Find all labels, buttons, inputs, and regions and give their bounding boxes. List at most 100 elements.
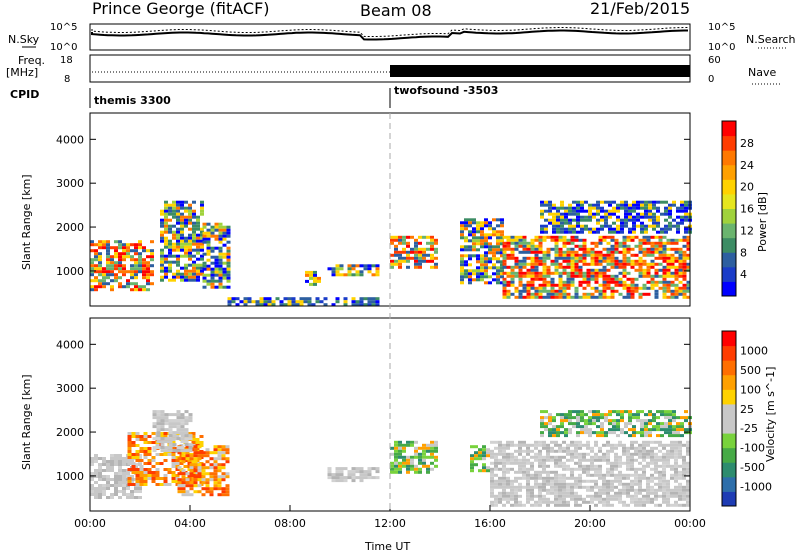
velocity-region-6-cell [486,454,490,458]
power-region-8-cell [518,283,523,287]
velocity-region-2-cell [205,460,210,464]
power-region-8-cell [674,295,679,299]
velocity-region-6-cell [474,451,478,455]
velocity-region-0-cell [106,496,110,499]
velocity-region-7-cell [574,452,578,456]
power-region-5-cell [335,273,340,277]
power-region-8-cell [646,250,651,254]
power-region-9-cell [612,230,616,234]
power-region-8-cell [594,268,599,272]
velocity-region-7-cell [526,488,530,492]
power-region-0-cell [142,276,146,280]
power-region-7-cell [484,269,488,273]
power-region-8-cell [530,259,535,263]
velocity-region-8-cell [592,422,596,426]
power-region-8-cell [650,277,655,281]
power-region-9-cell [568,212,572,216]
velocity-region-7-cell [650,473,654,477]
velocity-region-7-cell [554,500,558,504]
power-region-8-cell [586,280,591,284]
power-region-8-cell [662,247,667,251]
power-region-9-cell [564,218,568,222]
velocity-ylabel: Slant Range [km] [20,374,33,470]
velocity-region-7-cell [518,485,522,489]
velocity-region-7-cell [638,485,642,489]
power-region-0-cell [94,243,98,247]
power-region-2-cell [214,225,219,229]
velocity-region-7-cell [490,473,494,477]
velocity-region-7-cell [574,494,578,498]
power-region-9-cell [620,203,624,207]
velocity-region-7-cell [642,446,646,450]
velocity-region-7-cell [662,494,666,498]
power-region-8-cell [558,295,563,299]
velocity-region-8-cell [612,422,616,426]
power-region-3-cell [267,297,272,301]
power-region-8-cell [630,265,635,269]
velocity-region-8-cell [584,425,588,429]
power-region-7-cell [500,218,504,222]
velocity-colorbar-tick-0: 1000 [740,344,768,357]
power-region-6-cell [418,256,422,260]
power-region-8-cell [662,250,667,254]
velocity-region-7-cell [666,500,670,504]
cpid-segment-1: themis 3300 [94,94,171,107]
power-region-8-cell [502,262,507,266]
power-region-7-cell [460,272,464,276]
velocity-region-2-cell [225,460,230,464]
velocity-region-1-cell [147,441,152,444]
power-region-1-cell [176,275,180,279]
velocity-region-8-cell [616,410,620,414]
power-region-9-cell [556,230,560,234]
power-region-9-cell [612,209,616,213]
velocity-region-5-cell [406,440,410,444]
power-region-2-cell [206,234,211,238]
velocity-region-7-cell [570,488,574,492]
velocity-region-7-cell [682,494,686,498]
velocity-region-7-cell [642,458,646,462]
velocity-region-7-cell [542,479,546,483]
power-region-0-cell [142,249,146,253]
power-region-9-cell [656,215,660,219]
velocity-region-1-cell [135,435,140,438]
velocity-region-0-cell [98,469,102,472]
velocity-region-8-cell [636,410,640,414]
power-region-8-cell [642,235,647,239]
velocity-region-7-cell [634,503,638,507]
power-region-8-cell [546,268,551,272]
power-region-9-cell [644,200,648,204]
power-region-8-cell [674,238,679,242]
power-region-8-cell [510,250,515,254]
velocity-region-1-cell [127,435,132,438]
power-region-1-cell [188,221,192,225]
velocity-region-7-cell [610,485,614,489]
velocity-region-3-cell [184,422,189,426]
velocity-region-8-cell [672,425,676,429]
power-region-2-cell [222,252,227,256]
velocity-region-2-cell [209,472,214,476]
power-region-8-cell [638,271,643,275]
power-region-6-cell [414,259,418,263]
velocity-region-7-cell [630,455,634,459]
power-region-1-cell [168,269,172,273]
power-region-7-cell [472,227,476,231]
power-region-9-cell [652,200,656,204]
velocity-region-2-cell [197,454,202,458]
velocity-region-2-cell [213,460,218,464]
power-region-9-cell [540,215,544,219]
power-region-0-cell [130,249,134,253]
velocity-region-7-cell [574,485,578,489]
velocity-region-7-cell [570,473,574,477]
velocity-region-8-cell [584,413,588,417]
velocity-region-5-cell [422,452,426,456]
velocity-region-7-cell [586,467,590,471]
velocity-region-7-cell [502,455,506,459]
velocity-region-2-cell [201,478,206,482]
velocity-region-8-cell [552,425,556,429]
velocity-region-6-cell [470,469,474,473]
power-region-8-cell [534,238,539,242]
velocity-region-7-cell [570,452,574,456]
velocity-region-2-cell [189,487,194,491]
velocity-region-2-cell [205,448,210,452]
velocity-region-7-cell [498,491,502,495]
